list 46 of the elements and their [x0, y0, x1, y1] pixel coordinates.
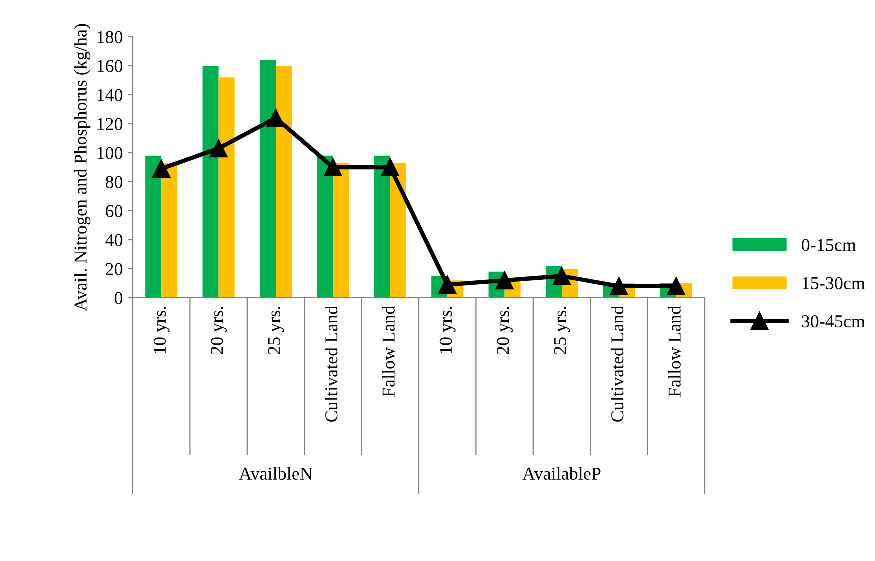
x-tick-label: 25 yrs. [268, 307, 284, 354]
text: AvailbleN [239, 467, 313, 480]
x-tick-label: 25 yrs. [554, 307, 570, 354]
point [496, 272, 514, 290]
point [324, 158, 342, 177]
x-tick-label: 10 yrs. [154, 307, 170, 354]
point [438, 276, 457, 294]
point [552, 267, 572, 286]
y-tick-label: 60 [106, 205, 123, 218]
y-tick-label: 160 [98, 60, 123, 72]
point [610, 277, 628, 296]
bar [276, 66, 292, 298]
point [381, 158, 400, 177]
bar [146, 156, 162, 298]
bar [390, 163, 406, 298]
x-tick-label: Fallow Land [668, 306, 681, 398]
bar [202, 66, 219, 298]
point [152, 160, 171, 178]
x-tick-label: Cultivated Land [611, 306, 624, 422]
x-tick-label: Fallow Land [382, 306, 395, 398]
y-tick-label: 20 [106, 263, 123, 276]
legend-label: 0-15cm [802, 239, 856, 252]
y-tick-label: 0 [114, 292, 123, 304]
y-tick-label: 40 [106, 234, 123, 246]
bar [162, 163, 178, 298]
x-tick-label: 10 yrs. [440, 307, 456, 354]
legend-label: 15-30cm [802, 277, 866, 290]
y-tick-label: 100 [98, 147, 123, 160]
text: AvailableP [522, 467, 601, 480]
bar [218, 78, 235, 298]
bar [317, 156, 334, 298]
x-tick-label: 20 yrs. [497, 307, 513, 354]
bar [374, 156, 390, 298]
x-tick-label: 20 yrs. [211, 307, 227, 354]
point [210, 140, 228, 158]
y-axis-title: Avail. Nitrogen and Phosphorus (kg/ha) [74, 24, 91, 312]
y-tick-label: 120 [98, 118, 123, 130]
x-tick-label: Cultivated Land [325, 306, 338, 422]
bar [333, 163, 350, 298]
y-tick-label: 180 [98, 31, 123, 44]
y-tick-label: 80 [106, 176, 123, 188]
point [266, 109, 286, 128]
point [667, 277, 686, 296]
y-tick-label: 140 [98, 89, 123, 102]
bar [260, 60, 276, 298]
legend-label: 30-45cm [802, 315, 866, 328]
